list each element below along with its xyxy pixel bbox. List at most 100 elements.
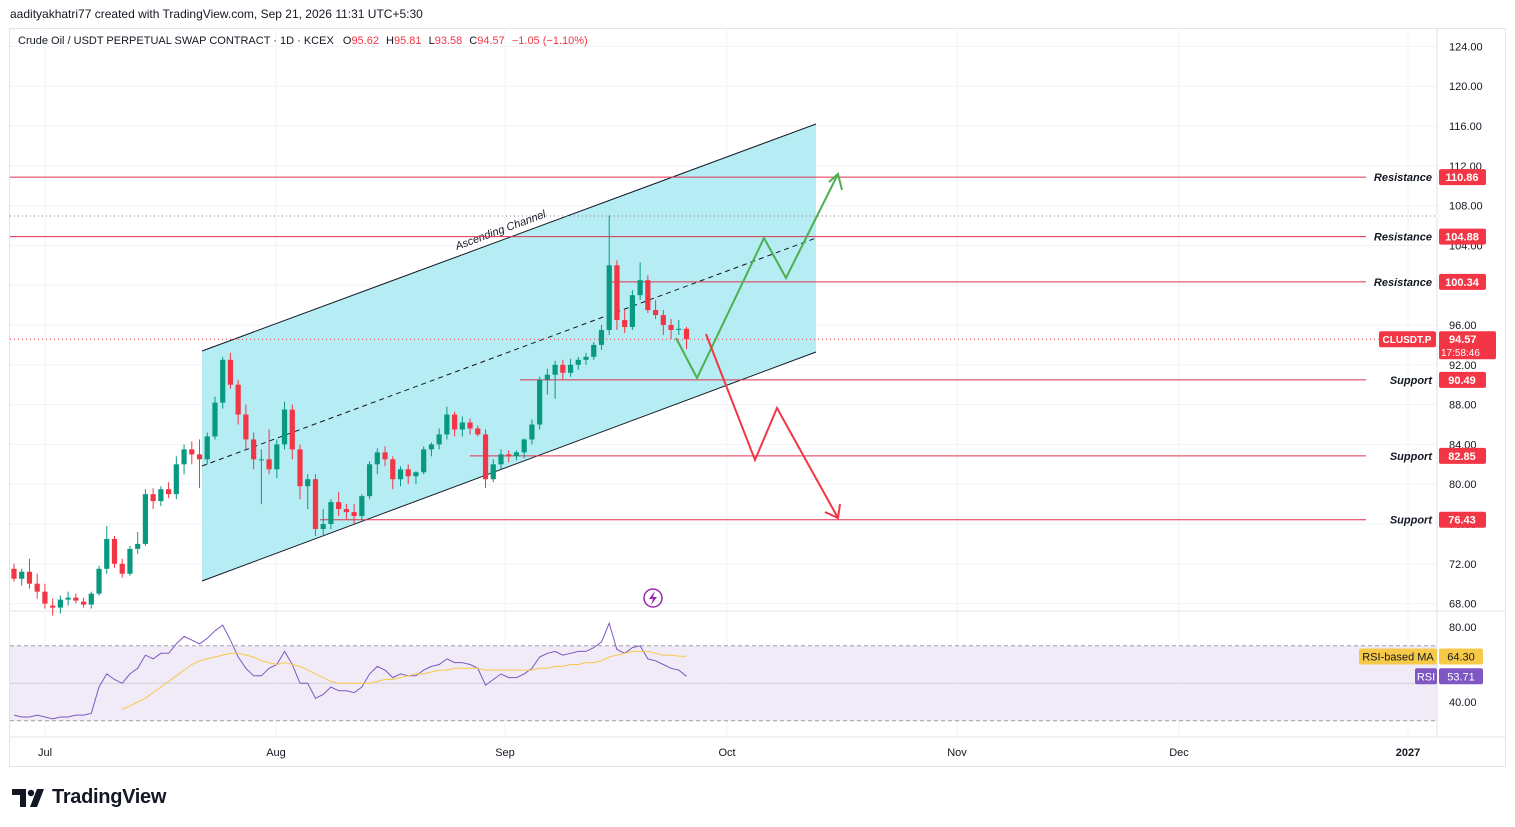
candle: [359, 494, 365, 521]
candle-body: [34, 583, 40, 592]
candle-body: [104, 538, 110, 569]
level-price-value: 100.34: [1445, 277, 1480, 289]
candle-body: [444, 414, 450, 435]
candle-body: [405, 469, 411, 477]
candle-body: [96, 568, 102, 594]
candle: [73, 593, 79, 604]
candle: [629, 290, 635, 330]
candle: [150, 488, 156, 510]
tradingview-logo[interactable]: TradingView: [12, 786, 166, 809]
candle-body: [660, 315, 666, 325]
candle: [382, 446, 388, 467]
price-tick-label: 72.00: [1449, 559, 1477, 571]
level-price-value: 82.85: [1448, 451, 1476, 463]
candle: [606, 215, 612, 335]
candle-body: [683, 328, 690, 340]
candle: [390, 456, 396, 490]
candle: [560, 359, 566, 380]
price-tick-label: 88.00: [1449, 400, 1477, 412]
candle-body: [343, 509, 349, 513]
level-price-tag: [1439, 371, 1486, 388]
candle-body: [196, 454, 203, 460]
candle: [65, 591, 71, 606]
candle-body: [266, 459, 272, 470]
candle-body: [65, 597, 71, 600]
candle: [537, 376, 543, 430]
candle: [622, 310, 628, 333]
candle: [127, 545, 133, 576]
legend-close-label: C: [469, 35, 478, 47]
candle: [544, 368, 550, 395]
candle: [591, 341, 597, 360]
candle-body: [150, 494, 156, 502]
candle-body: [328, 502, 334, 524]
candle-body: [220, 359, 226, 403]
candle: [274, 439, 280, 479]
candle-body: [382, 452, 388, 460]
candle-body: [629, 295, 635, 327]
tradingview-logo-icon: [12, 788, 44, 807]
candle: [251, 432, 257, 470]
candle-body: [521, 439, 527, 453]
rsi-label: RSI: [1417, 671, 1435, 683]
candle: [57, 595, 63, 614]
candle-body: [652, 310, 659, 316]
legend-high-label: H: [386, 35, 394, 47]
candle: [220, 356, 226, 409]
level-text-resistance: Resistance: [1374, 277, 1432, 289]
candle: [529, 419, 535, 445]
candle: [111, 535, 118, 568]
candle: [598, 325, 605, 350]
candle-body: [42, 591, 48, 604]
price-tick-label: 96.00: [1449, 320, 1477, 332]
bullish-forecast-path: [675, 173, 839, 381]
time-tick-label: Jul: [38, 747, 52, 759]
time-tick-label: 2027: [1396, 747, 1420, 759]
time-tick-label: Aug: [266, 747, 286, 759]
time-tick-label: Oct: [718, 747, 735, 759]
candle-body: [637, 280, 643, 296]
legend-change: −1.05 (−1.10%): [511, 35, 588, 47]
candle: [397, 466, 404, 487]
candle-body: [482, 434, 489, 480]
candle: [552, 360, 558, 399]
candle: [374, 448, 380, 475]
candle-body: [227, 359, 234, 385]
level-price-tag: [1439, 169, 1486, 186]
candle: [521, 438, 527, 459]
price-tick-label: 124.00: [1449, 41, 1483, 53]
legend-high: 95.81: [393, 35, 422, 47]
candle: [583, 352, 589, 365]
candle-body: [645, 280, 651, 311]
level-price-tag: [1439, 273, 1486, 290]
legend-open-label: O: [342, 35, 352, 47]
candle: [305, 474, 311, 510]
candle-body: [166, 489, 172, 495]
symbol-tag: [1379, 331, 1436, 348]
candle-body: [397, 469, 404, 480]
rsi-value-tag: [1439, 668, 1483, 685]
legend-low: 93.58: [434, 35, 463, 47]
candle-body: [513, 452, 520, 457]
rsi-ma-value-tag: [1439, 648, 1483, 665]
level-price-value: 90.49: [1448, 375, 1476, 387]
candle: [405, 464, 411, 485]
price-tick-label: 116.00: [1449, 121, 1482, 133]
rsi-ma-line: [121, 650, 687, 710]
candle-body: [50, 605, 56, 608]
candle-body: [366, 464, 373, 497]
candle-body: [297, 449, 303, 487]
candle: [421, 446, 427, 475]
candle: [366, 461, 373, 500]
candle: [645, 275, 651, 314]
candle-body: [459, 422, 465, 430]
channel-median-line: [201, 237, 817, 467]
candle: [158, 486, 164, 507]
symbol-tag-text: CLUSDT.P: [1383, 335, 1432, 346]
candle-body: [606, 265, 612, 330]
candle-body: [320, 524, 326, 529]
candle-body: [281, 409, 288, 445]
candle: [351, 504, 357, 524]
candle-body: [567, 364, 574, 373]
